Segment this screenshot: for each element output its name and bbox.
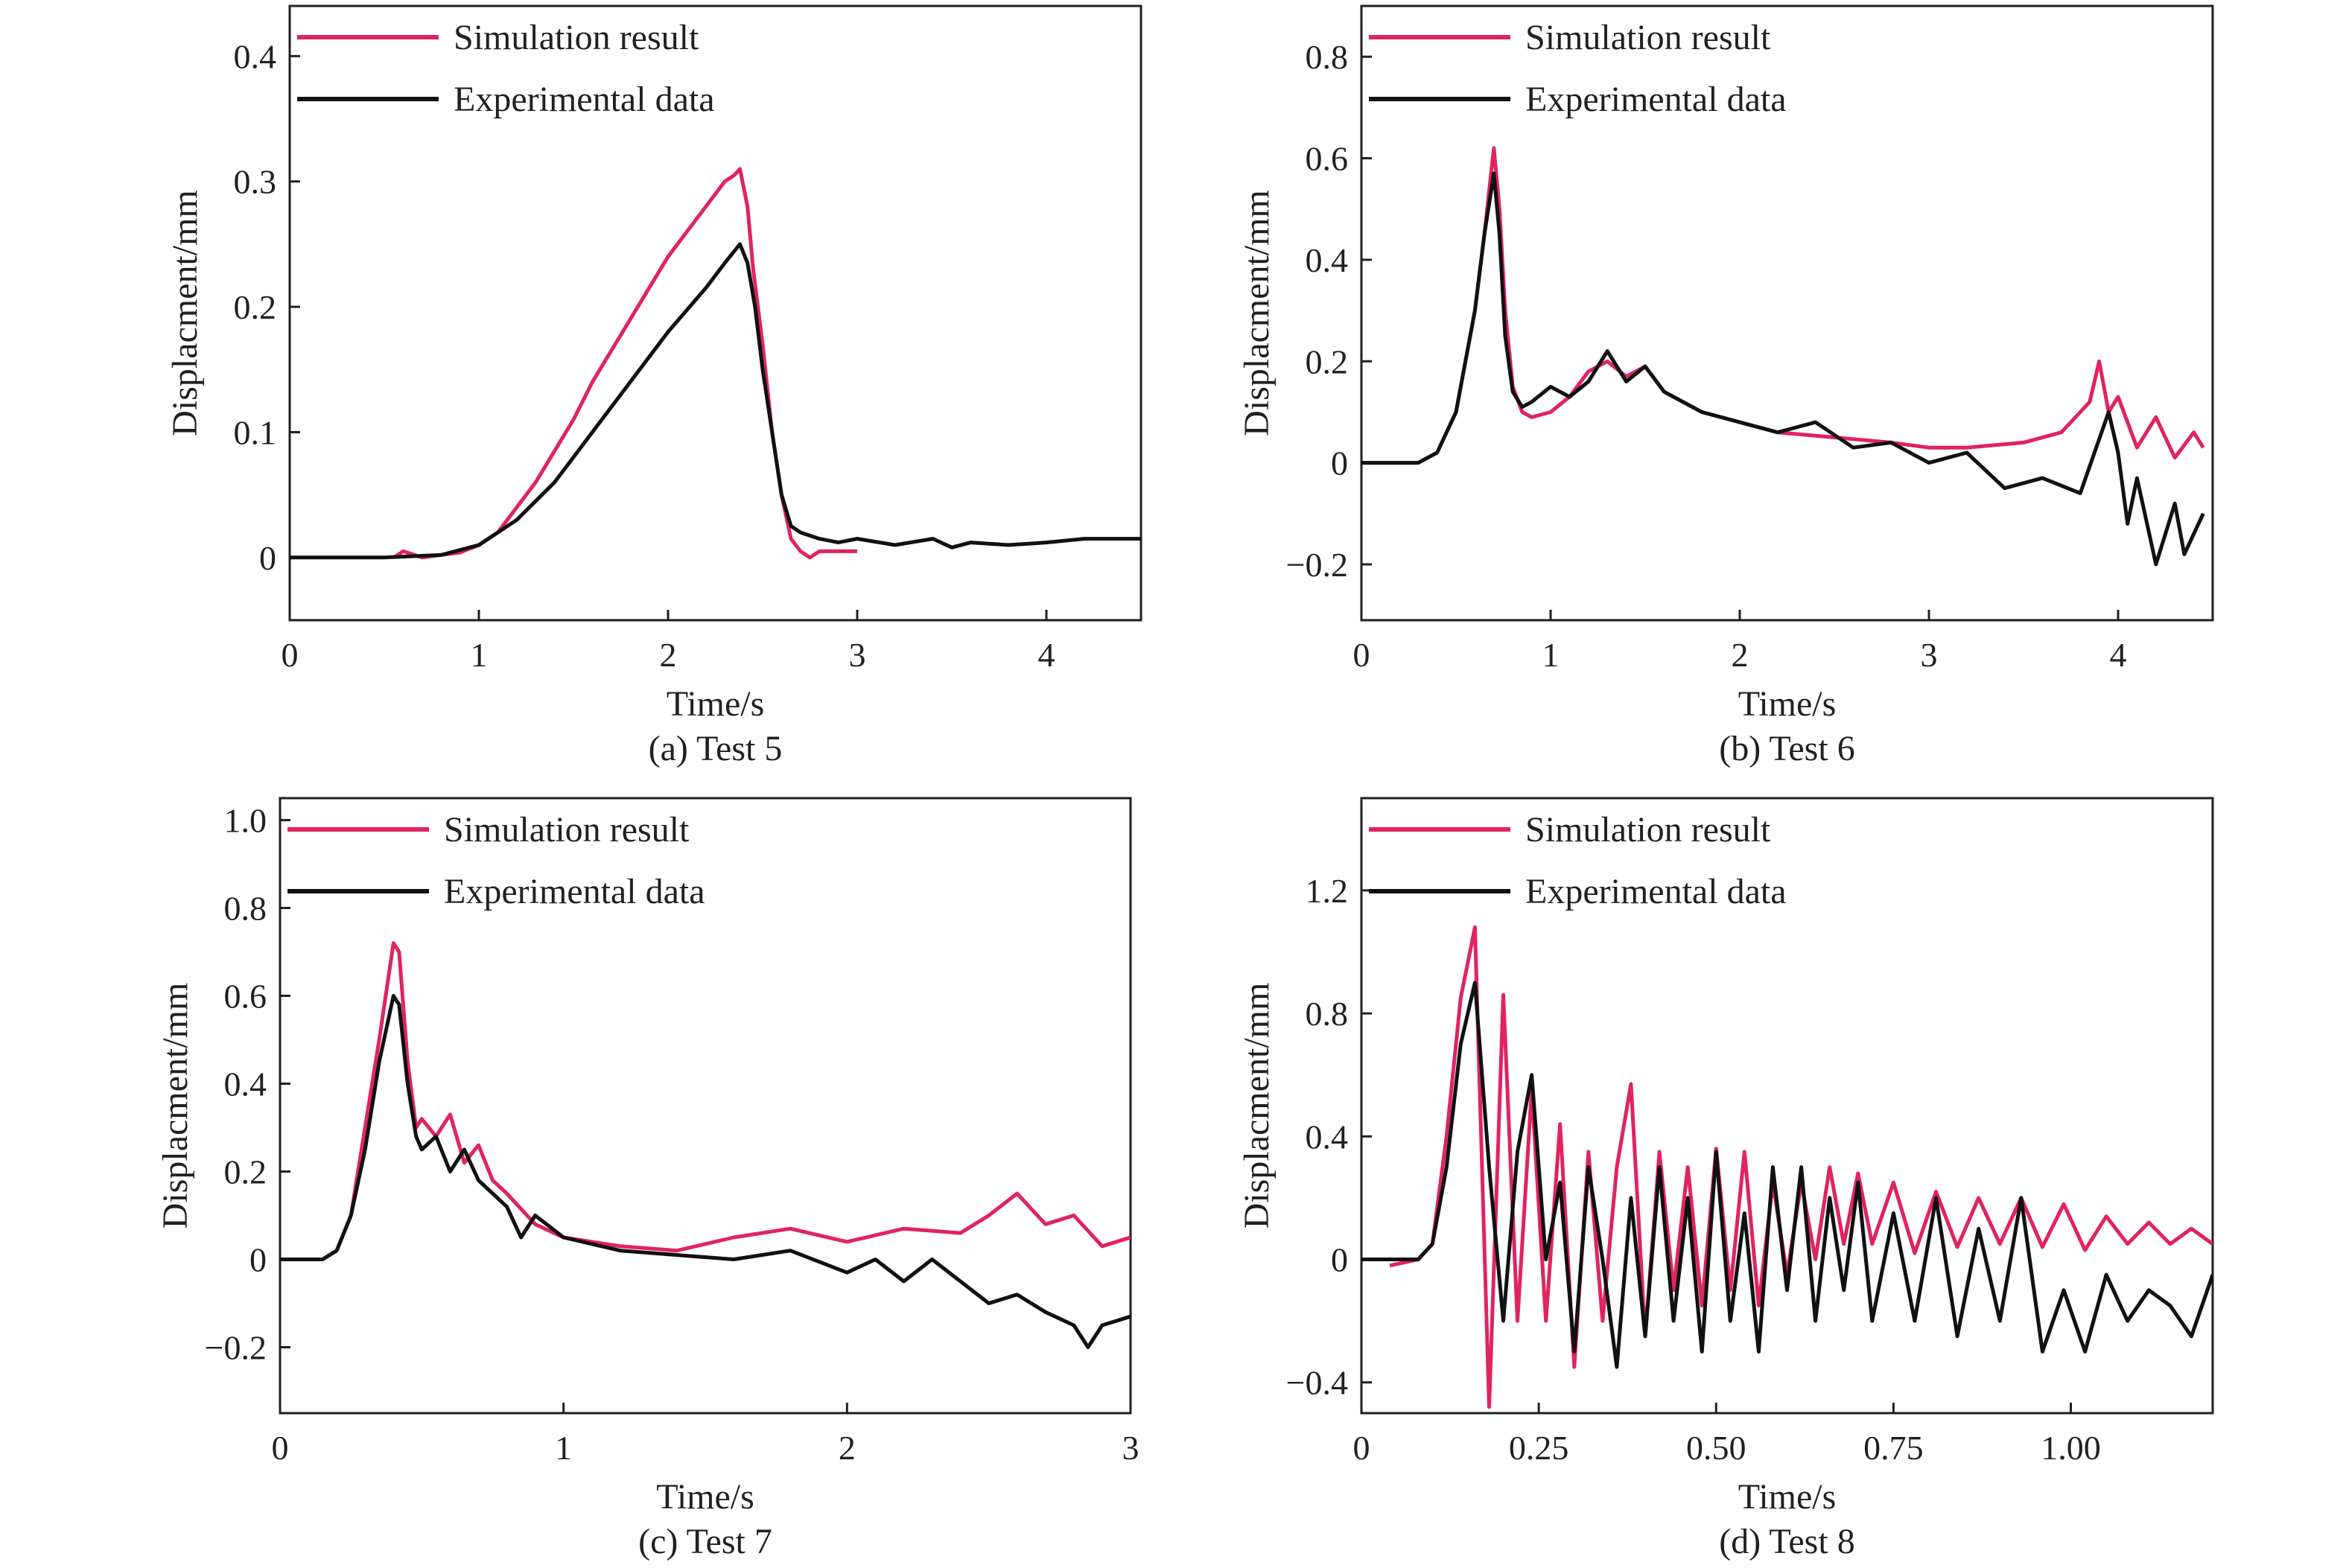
y-tick-label: 0.2 <box>1306 342 1349 380</box>
y-tick-label: 0 <box>1331 1241 1348 1279</box>
simulation-series-line <box>392 167 857 560</box>
x-tick-label: 1 <box>555 1429 572 1467</box>
y-axis-label: Displacment/mm <box>165 190 205 436</box>
y-tick-label: −0.2 <box>205 1329 267 1367</box>
x-tick-label: 2 <box>839 1429 856 1467</box>
plot-frame <box>288 4 1142 622</box>
simulation-series-line <box>1389 925 2213 1409</box>
y-tick-label: 0.8 <box>1306 38 1349 76</box>
panel-caption: (a) Test 5 <box>649 729 783 768</box>
experimental-series-line <box>290 242 1141 560</box>
legend-label-experimental: Experimental data <box>444 872 705 911</box>
y-tick-label: 0.8 <box>1306 995 1349 1033</box>
y-tick-label: 1.2 <box>1306 872 1349 910</box>
x-tick-label: 4 <box>1038 636 1055 674</box>
y-tick-label: 1.0 <box>224 802 267 840</box>
experimental-series-line <box>1361 171 2205 567</box>
legend-label-simulation: Simulation result <box>1525 810 1771 850</box>
panel-caption: (d) Test 8 <box>1719 1522 1854 1561</box>
x-axis-label: Time/s <box>656 1477 754 1517</box>
y-tick-label: 0 <box>259 539 276 577</box>
x-tick-label: 0.25 <box>1509 1429 1569 1467</box>
x-tick-label: 3 <box>849 636 866 674</box>
y-tick-label: −0.4 <box>1286 1364 1348 1402</box>
panel-3: 0 1 2 3 −0.2 0 0.2 0.4 0.6 0.8 1.0 Simulation resul… <box>156 797 1139 1561</box>
y-axis-label: Displacment/mm <box>1237 983 1277 1229</box>
y-tick-label: 0.6 <box>1306 140 1349 178</box>
x-tick-label: 1 <box>1542 636 1560 674</box>
x-tick-label: 0 <box>272 1429 289 1467</box>
y-tick-label: 0 <box>249 1241 267 1279</box>
panel-caption: (b) Test 6 <box>1719 729 1854 768</box>
x-tick-label: 2 <box>660 636 677 674</box>
legend-label-experimental: Experimental data <box>1525 80 1787 119</box>
x-tick-label: 3 <box>1921 636 1938 674</box>
simulation-series-line <box>1361 146 2205 465</box>
x-axis-label: Time/s <box>1738 1477 1837 1517</box>
legend-label-simulation: Simulation result <box>444 810 690 850</box>
y-tick-label: 0 <box>1331 444 1348 482</box>
x-tick-label: 4 <box>2110 636 2127 674</box>
legend-label-simulation: Simulation result <box>1525 18 1771 57</box>
panel-4: 0 0.25 0.50 0.75 1.00−0.400.40.81.2Simulatio… <box>1237 797 2214 1561</box>
x-tick-label: 0 <box>1353 1429 1370 1467</box>
y-axis-label: Displacment/mm <box>156 983 195 1229</box>
x-tick-label: 0.75 <box>1863 1429 1924 1467</box>
x-axis-label: Time/s <box>667 684 765 724</box>
legend-label-simulation: Simulation result <box>454 18 699 57</box>
y-tick-label: −0.2 <box>1286 546 1348 584</box>
x-tick-label: 0 <box>1353 636 1370 674</box>
x-tick-label: 1 <box>471 636 488 674</box>
plot-frame <box>1360 4 2214 622</box>
legend-label-experimental: Experimental data <box>454 80 715 119</box>
experimental-series-line <box>280 994 1131 1349</box>
x-tick-label: 3 <box>1122 1429 1139 1467</box>
x-tick-label: 1.00 <box>2041 1429 2101 1467</box>
y-tick-label: 0.3 <box>234 163 277 201</box>
y-tick-label: 0.1 <box>234 413 277 451</box>
simulation-series-line <box>280 941 1131 1261</box>
panel-1: 0 1 2 3 4 0 0.1 0.2 0.3 0.4 Simulation result Exper… <box>165 4 1142 768</box>
y-axis-label: Displacment/mm <box>1237 190 1277 436</box>
experimental-series-line <box>1361 981 2213 1369</box>
x-tick-label: 0 <box>282 636 299 674</box>
x-tick-label: 2 <box>1732 636 1749 674</box>
y-tick-label: 0.4 <box>1306 241 1349 279</box>
plot-frame <box>279 797 1132 1415</box>
panel-caption: (c) Test 7 <box>638 1522 772 1561</box>
y-tick-label: 0.4 <box>234 37 277 75</box>
y-tick-label: 0.2 <box>224 1153 267 1191</box>
x-tick-label: 0.50 <box>1686 1429 1746 1467</box>
y-tick-label: 0.8 <box>224 890 267 928</box>
legend-label-experimental: Experimental data <box>1525 872 1787 911</box>
y-tick-label: 0.6 <box>224 978 267 1016</box>
y-tick-label: 0.4 <box>1306 1118 1349 1156</box>
panel-2: 0 1 2 3 4 −0.2 0 0.2 0.4 0.6 0.8 Simulation result E… <box>1237 4 2214 768</box>
x-axis-label: Time/s <box>1738 684 1837 724</box>
y-tick-label: 0.4 <box>224 1065 267 1103</box>
plot-frame <box>1360 797 2214 1415</box>
y-tick-label: 0.2 <box>234 288 277 326</box>
